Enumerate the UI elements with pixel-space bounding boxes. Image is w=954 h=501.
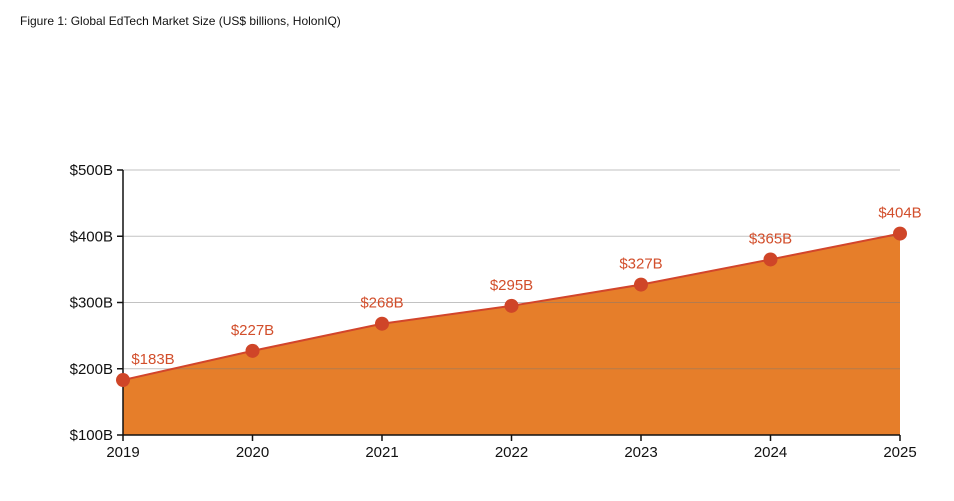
data-point (893, 226, 907, 241)
chart-title: Figure 1: Global EdTech Market Size (US$… (20, 14, 341, 28)
x-tick-label: 2024 (754, 444, 787, 461)
data-point (245, 343, 260, 358)
data-point (116, 373, 130, 388)
area-fill (123, 233, 900, 435)
data-point (504, 298, 519, 313)
x-tick-label: 2023 (624, 444, 657, 461)
data-label: $365B (749, 230, 792, 247)
x-tick-label: 2022 (495, 444, 528, 461)
data-point (375, 316, 389, 331)
data-label: $327B (619, 256, 662, 273)
data-point (763, 252, 778, 267)
data-label: $404B (878, 205, 921, 222)
y-tick-label: $300B (70, 295, 113, 312)
x-tick-label: 2025 (883, 444, 916, 461)
data-label: $295B (490, 277, 533, 294)
y-tick-label: $500B (70, 162, 113, 179)
data-label: $268B (360, 295, 403, 312)
x-tick-label: 2020 (236, 444, 269, 461)
y-tick-label: $100B (70, 427, 113, 444)
y-tick-label: $200B (70, 361, 113, 378)
x-tick-label: 2021 (365, 444, 398, 461)
data-label: $183B (131, 351, 174, 368)
x-tick-label: 2019 (106, 444, 139, 461)
y-tick-label: $400B (70, 228, 113, 245)
data-label: $227B (231, 322, 274, 339)
data-point (634, 277, 648, 292)
